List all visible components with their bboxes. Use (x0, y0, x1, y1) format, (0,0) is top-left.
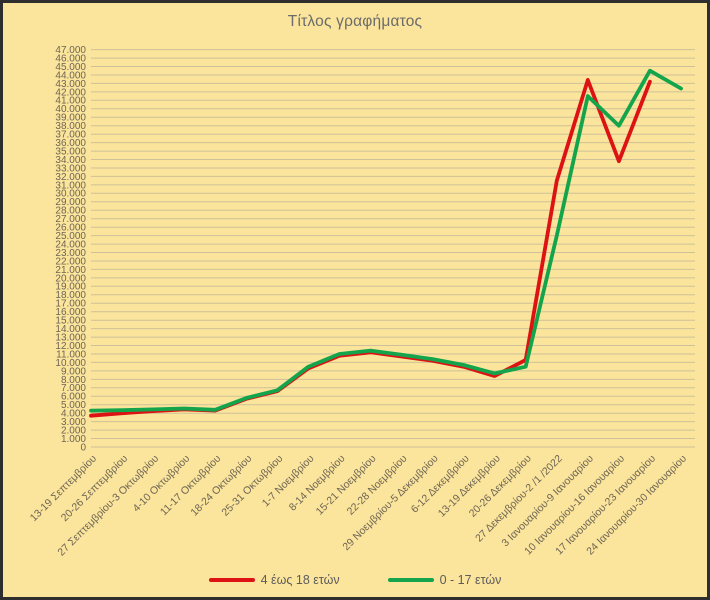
y-tick-label: 8.000 (61, 375, 86, 386)
series-line-1 (89, 68, 683, 413)
y-tick-label: 9.000 (61, 366, 86, 377)
y-tick-label: 12.000 (55, 341, 86, 352)
y-tick-label: 38.000 (55, 121, 86, 132)
y-tick-label: 41.000 (55, 96, 86, 107)
legend-label-0-17: 0 - 17 ετών (439, 573, 502, 587)
y-tick-label: 31.000 (55, 180, 86, 191)
legend-item-4-18: 4 έως 18 ετών (208, 573, 340, 587)
y-tick-label: 37.000 (55, 130, 86, 141)
y-tick-label: 7.000 (61, 383, 86, 394)
legend-item-0-17: 0 - 17 ετών (387, 573, 502, 587)
y-tick-label: 1.000 (61, 434, 86, 445)
y-tick-label: 21.000 (55, 265, 86, 276)
y-axis-tick-labels: 01.0002.0003.0004.0005.0006.0007.0008.00… (55, 45, 86, 453)
y-tick-label: 14.000 (55, 324, 86, 335)
y-tick-label: 13.000 (55, 333, 86, 344)
y-tick-label: 11.000 (56, 349, 86, 360)
y-tick-label: 26.000 (55, 223, 86, 234)
y-tick-label: 0 (80, 442, 86, 453)
y-tick-label: 25.000 (55, 231, 86, 242)
y-tick-label: 16.000 (55, 307, 86, 318)
y-tick-label: 15.000 (55, 316, 86, 327)
y-tick-label: 36.000 (55, 138, 86, 149)
y-tick-label: 42.000 (55, 87, 86, 98)
y-tick-label: 27.000 (55, 214, 86, 225)
y-tick-label: 40.000 (55, 104, 86, 115)
legend: 4 έως 18 ετών 0 - 17 ετών (3, 573, 707, 587)
y-tick-label: 17.000 (55, 299, 86, 310)
series-line-0 (89, 78, 652, 418)
plot-area: 01.0002.0003.0004.0005.0006.0007.0008.00… (28, 45, 695, 558)
legend-swatch-green-line-icon (387, 578, 434, 582)
y-tick-label: 3.000 (61, 417, 86, 428)
y-tick-label: 34.000 (55, 155, 86, 166)
y-tick-label: 30.000 (55, 189, 86, 200)
y-tick-label: 10.000 (55, 358, 86, 369)
y-tick-label: 6.000 (61, 392, 86, 403)
y-tick-label: 18.000 (55, 290, 86, 301)
y-tick-label: 39.000 (55, 113, 86, 124)
y-tick-label: 33.000 (55, 163, 86, 174)
y-tick-label: 2.000 (61, 426, 86, 437)
y-tick-label: 32.000 (55, 172, 86, 183)
y-tick-label: 23.000 (55, 248, 86, 259)
y-tick-label: 45.000 (55, 62, 86, 73)
y-tick-label: 44.000 (55, 70, 86, 81)
y-tick-label: 4.000 (61, 409, 86, 420)
chart-title: Τίτλος γραφήματος (287, 13, 423, 30)
y-tick-label: 29.000 (55, 197, 86, 208)
y-tick-label: 43.000 (55, 79, 86, 90)
y-tick-label: 5.000 (61, 400, 86, 411)
y-tick-label: 20.000 (55, 273, 86, 284)
y-tick-label: 35.000 (55, 147, 86, 158)
y-tick-label: 47.000 (55, 45, 86, 56)
y-tick-label: 24.000 (55, 240, 86, 251)
y-tick-label: 28.000 (55, 206, 86, 217)
y-tick-label: 22.000 (55, 256, 86, 267)
legend-label-4-18: 4 έως 18 ετών (260, 573, 340, 587)
gridlines (91, 49, 695, 448)
y-tick-label: 46.000 (55, 54, 86, 65)
legend-swatch-red-line-icon (208, 578, 255, 582)
y-tick-label: 19.000 (55, 282, 86, 293)
